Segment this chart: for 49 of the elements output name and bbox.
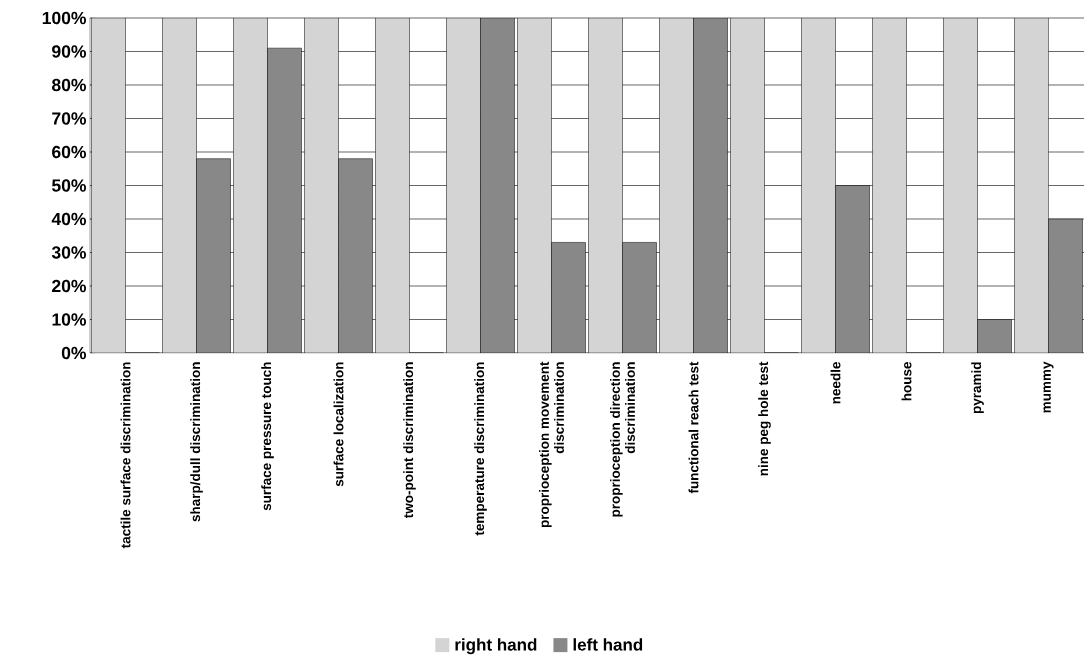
- y-tick-label: 20%: [52, 279, 87, 293]
- y-tick-label: 100%: [42, 11, 86, 25]
- bar: [233, 18, 268, 353]
- y-tick-label: 50%: [51, 179, 87, 192]
- y-tick-label: 40%: [51, 212, 87, 226]
- x-tick-label: temperature discrimination: [474, 362, 487, 536]
- bar: [659, 18, 694, 353]
- bar: [375, 18, 410, 353]
- y-tick-label: 70%: [52, 112, 87, 125]
- bar: [622, 242, 657, 353]
- x-tick-label: surface pressure touch: [261, 362, 274, 511]
- bar: [517, 18, 552, 353]
- x-tick-label: needle: [830, 362, 841, 404]
- y-tick-label: 30%: [51, 246, 87, 259]
- bar: [1014, 18, 1049, 353]
- x-tick-label: pyramid: [971, 362, 984, 414]
- bar: [693, 18, 728, 353]
- bar: [196, 158, 231, 353]
- x-tick-label: house: [901, 362, 912, 401]
- bar: [162, 18, 197, 353]
- x-tick-label: nine peg hole test: [758, 361, 771, 476]
- legend-label: right hand: [455, 638, 537, 655]
- y-tick-label: 90%: [52, 45, 87, 58]
- bar: [446, 18, 481, 353]
- bar: [551, 242, 586, 353]
- bar: [267, 47, 302, 353]
- bar: [304, 18, 339, 353]
- bar: [1048, 218, 1083, 353]
- bar: [872, 18, 907, 353]
- y-tick-label: 80%: [51, 78, 87, 92]
- y-tick-label: 0%: [61, 346, 87, 360]
- x-tick-label: sharp/dull discrimination: [190, 362, 203, 522]
- bar: [801, 18, 836, 353]
- x-tick-label: mummy: [1043, 361, 1054, 413]
- x-tick-label: two-point discrimination: [403, 362, 416, 519]
- x-tick-label: proprioception movement discrimination: [539, 361, 564, 528]
- bar: [835, 185, 870, 353]
- x-tick-label: functional reach test: [688, 361, 699, 494]
- x-tick-label: tactile surface discrimination: [120, 362, 131, 549]
- bar: [338, 158, 373, 353]
- bar: [730, 18, 765, 353]
- x-tick-label: surface localization: [333, 362, 344, 487]
- bar: [977, 319, 1012, 353]
- bar: [943, 18, 978, 353]
- y-tick-label: 60%: [52, 145, 87, 159]
- bar: [588, 18, 623, 353]
- bar: [480, 18, 515, 353]
- y-tick-label: 10%: [52, 313, 87, 326]
- legend-label: left hand: [573, 638, 643, 651]
